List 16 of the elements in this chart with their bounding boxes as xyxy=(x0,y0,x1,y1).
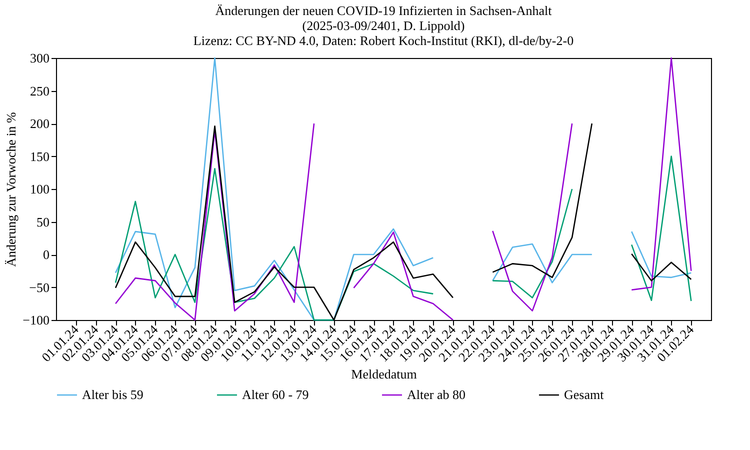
legend-label: Alter ab 80 xyxy=(407,387,466,402)
legend-label: Alter 60 - 79 xyxy=(242,387,309,402)
y-tick-label: 0 xyxy=(43,247,50,262)
y-tick-label: 100 xyxy=(30,182,50,196)
y-tick-label: −100 xyxy=(22,312,50,328)
legend-label: Gesamt xyxy=(564,387,604,402)
y-tick-label: 300 xyxy=(30,50,50,66)
y-tick-label: 50 xyxy=(36,214,50,230)
y-tick-label: 150 xyxy=(30,148,50,164)
y-tick-label: 200 xyxy=(30,116,50,131)
y-tick-label: 250 xyxy=(30,83,50,98)
y-tick-label: −50 xyxy=(29,280,50,295)
y-axis-title: Änderung zur Vorwoche in % xyxy=(4,112,19,267)
x-axis-title: Meldedatum xyxy=(351,366,417,382)
chart-title: Änderungen der neuen COVID-19 Infizierten in Sachsen-Anhalt (2025-03-09/2401, D. Lippold) Lizenz: CC BY-ND 4.0, Daten: Robert Koch-Institut (RKI), dl-de/by-2-0 xyxy=(193,3,574,48)
legend-label: Alter bis 59 xyxy=(82,387,144,402)
